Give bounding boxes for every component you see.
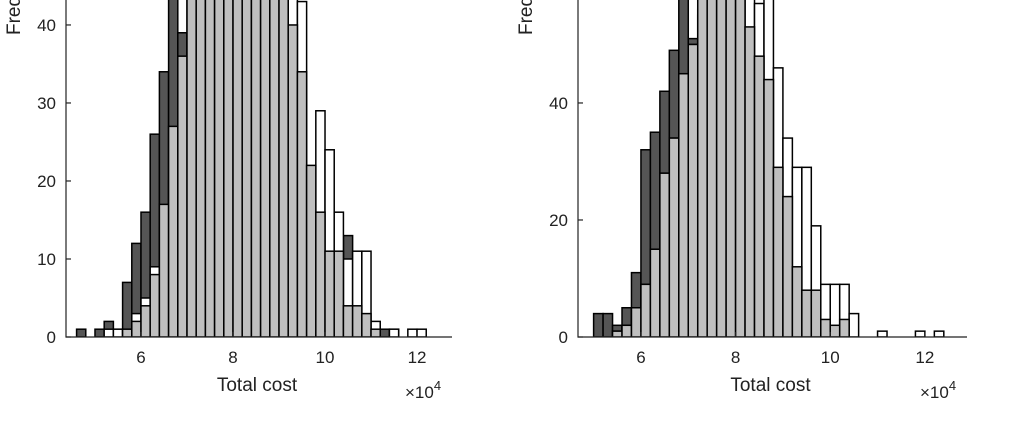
x-scale-power: 4 [434, 378, 441, 393]
histogram-bar [640, 283, 652, 337]
histogram-bar [649, 248, 661, 337]
x-scale-label: ×104 [405, 378, 441, 402]
x-tick-label: 8 [228, 348, 237, 367]
histogram-bar [140, 305, 151, 337]
y-tick-label: 20 [37, 172, 56, 191]
x-tick-label: 10 [821, 348, 840, 367]
histogram-bar [725, 0, 737, 337]
x-tick-label: 12 [408, 348, 427, 367]
histogram-bar [838, 283, 850, 337]
histogram-bar [177, 55, 188, 337]
histogram-bar [315, 211, 326, 337]
histogram-bar [158, 203, 170, 337]
histogram-bar [706, 0, 718, 337]
histogram-bar [838, 318, 850, 337]
histogram-bar [611, 330, 623, 337]
histogram-bar [241, 0, 253, 337]
histogram-bar [94, 328, 105, 337]
histogram-bar [810, 289, 822, 337]
histogram-bar [370, 328, 381, 337]
histogram-bar [351, 305, 363, 337]
histogram-bar [167, 125, 179, 337]
histogram-bar [149, 273, 161, 337]
histogram-bar [592, 312, 604, 337]
histogram-bar [250, 0, 262, 337]
histogram-bar [810, 225, 822, 337]
histogram-bar [296, 71, 308, 337]
x-tick-label: 6 [636, 348, 645, 367]
y-tick-label: 30 [37, 94, 56, 113]
histogram-bar [305, 164, 317, 337]
histogram-bar [361, 250, 372, 337]
y-tick-label: 0 [47, 328, 56, 347]
histogram-bar [324, 250, 335, 337]
x-tick-label: 10 [316, 348, 335, 367]
histogram-bar [361, 312, 372, 337]
y-axis-label: Frequency [4, 0, 25, 35]
histogram-bar [602, 312, 614, 337]
histogram-bar [195, 0, 207, 337]
histogram-bar [121, 328, 133, 337]
histogram-bar [131, 320, 142, 337]
histogram-bar [287, 24, 299, 337]
histogram-bar [388, 328, 400, 337]
histogram-bar [269, 0, 280, 337]
y-tick-label: 40 [549, 94, 568, 113]
histogram-bar [668, 137, 680, 337]
y-tick-label: 40 [37, 16, 56, 35]
histogram-bar [829, 324, 841, 337]
histogram-bar [696, 0, 708, 337]
histogram-bar [112, 328, 124, 337]
histogram-bar [630, 306, 642, 337]
x-tick-label: 6 [136, 348, 145, 367]
plot-area [75, 0, 427, 337]
histogram-bar [103, 328, 115, 337]
histogram-bar [715, 0, 727, 337]
histogram-bar [213, 0, 225, 337]
x-scale-power: 4 [949, 378, 956, 393]
histogram-bar [914, 330, 926, 337]
histogram-bar [801, 289, 813, 337]
histogram-bar [744, 26, 756, 337]
histogram-bar [659, 172, 671, 337]
histogram-bar [848, 312, 860, 337]
x-tick-label: 8 [731, 348, 740, 367]
histogram-bar [933, 330, 945, 337]
histogram-bar [223, 0, 234, 337]
y-tick-label: 0 [559, 328, 568, 347]
x-scale-base: ×10 [920, 383, 949, 402]
histogram-bar [782, 195, 794, 337]
histogram-bar [333, 250, 345, 337]
histogram-bar [379, 328, 391, 337]
histogram-bar [204, 0, 216, 337]
histogram-bar [416, 328, 427, 337]
y-tick-label: 20 [549, 211, 568, 230]
histogram-bar [342, 305, 354, 337]
x-scale-base: ×10 [405, 383, 434, 402]
histogram-bar [621, 324, 633, 337]
y-tick-label: 10 [37, 250, 56, 269]
histogram-bar [407, 328, 418, 337]
histogram-bar [763, 78, 775, 337]
plot-area [592, 0, 945, 337]
y-axis-label: Frequency [516, 0, 537, 35]
histogram-bar [734, 0, 746, 337]
histogram-bar [820, 318, 831, 337]
x-tick-label: 12 [915, 348, 934, 367]
histogram-bar [753, 55, 765, 337]
histogram-bar [232, 0, 243, 337]
histogram-bar [678, 72, 690, 337]
x-axis-label: Total cost [217, 375, 298, 396]
histogram-bar [687, 43, 699, 337]
histogram-bar [278, 0, 289, 337]
histogram-bar [186, 0, 197, 337]
x-scale-label: ×104 [920, 378, 956, 402]
histogram-bar [791, 266, 803, 337]
histogram-bar [75, 328, 87, 337]
x-axis-label: Total cost [730, 375, 811, 396]
histogram-bar [772, 166, 784, 337]
histogram-bar [876, 330, 888, 337]
histogram-bar [259, 0, 271, 337]
